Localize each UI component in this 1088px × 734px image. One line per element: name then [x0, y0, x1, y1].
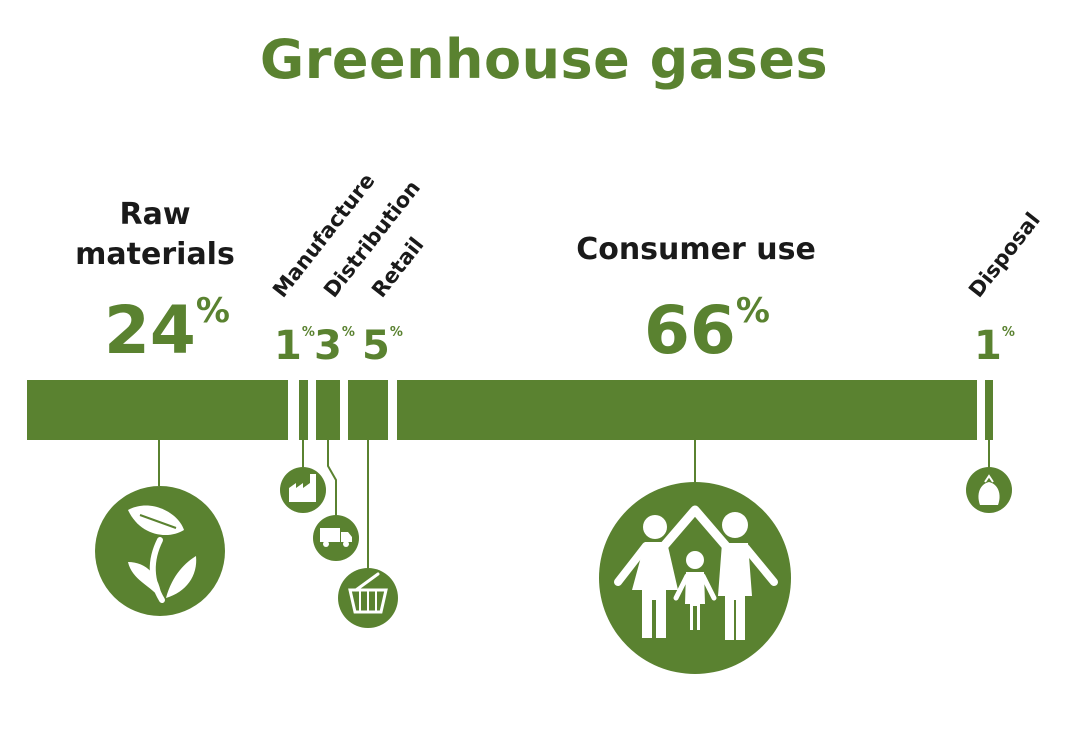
bar-segment-distribution	[316, 380, 340, 440]
value-retail-unit: %	[389, 325, 403, 340]
basket-body	[348, 588, 388, 614]
family-child-body	[685, 572, 705, 630]
value-consumer-use: 66%	[644, 294, 770, 364]
value-consumer-use-number: 66	[644, 292, 736, 369]
value-distribution-number: 3	[314, 323, 342, 369]
bar-segment-raw-materials	[27, 380, 288, 440]
family-child-head	[686, 551, 704, 569]
basket-handle	[354, 572, 380, 592]
label-raw-materials: Raw materials	[75, 197, 235, 272]
bar-segment-disposal	[985, 380, 993, 440]
value-manufacture-unit: %	[301, 325, 315, 340]
value-raw-materials-number: 24	[104, 292, 196, 369]
leaf-left	[128, 562, 162, 600]
chart-title: Greenhouse gases	[259, 28, 829, 91]
truck-body	[320, 528, 340, 542]
value-distribution-unit: %	[341, 325, 355, 340]
value-manufacture-number: 1	[274, 323, 302, 369]
family-child-arms	[673, 573, 717, 601]
factory-shape	[289, 474, 316, 502]
value-retail-number: 5	[362, 323, 390, 369]
truck-wheel-rear	[323, 541, 329, 547]
family-father-head	[722, 512, 748, 538]
value-distribution: 3%	[314, 326, 355, 366]
family-father-body	[718, 543, 752, 640]
value-raw-materials: 24%	[104, 294, 230, 364]
family-mother-head	[643, 515, 667, 539]
bar-segment-consumer-use	[397, 380, 977, 440]
value-manufacture: 1%	[274, 326, 315, 366]
bag-knot	[984, 474, 994, 483]
truck-cab	[341, 532, 352, 542]
value-raw-materials-unit: %	[195, 291, 230, 331]
family-mother-arm	[614, 542, 650, 586]
family-joined-arms	[659, 505, 731, 551]
leaf-vein	[139, 514, 177, 529]
bar-segment-retail	[348, 380, 388, 440]
value-retail: 5%	[362, 326, 403, 366]
connector-distribution	[327, 440, 337, 518]
family-father-arm	[742, 544, 778, 586]
bar-segment-manufacture	[299, 380, 308, 440]
truck-wheel-front	[343, 541, 349, 547]
basket-slats	[359, 590, 377, 612]
value-consumer-use-unit: %	[735, 291, 770, 331]
leaf-icon	[95, 486, 225, 616]
family-mother-body	[632, 542, 678, 638]
bag-shape	[978, 482, 1000, 505]
value-disposal: 1%	[974, 326, 1015, 366]
leaf-right	[166, 556, 197, 598]
label-consumer-use: Consumer use	[576, 232, 816, 267]
value-disposal-unit: %	[1001, 325, 1015, 340]
value-disposal-number: 1	[974, 323, 1002, 369]
